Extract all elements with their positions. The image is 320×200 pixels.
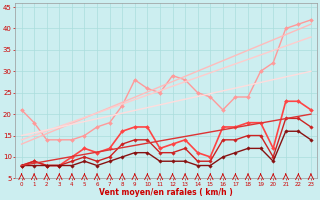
X-axis label: Vent moyen/en rafales ( km/h ): Vent moyen/en rafales ( km/h ): [100, 188, 233, 197]
